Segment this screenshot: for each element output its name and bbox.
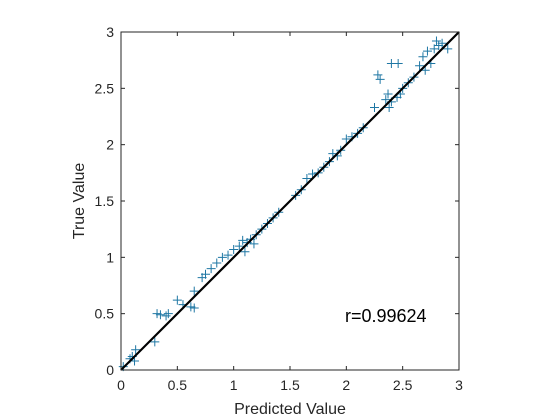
fit-line (120, 31, 460, 371)
data-point (131, 345, 141, 355)
data-point (212, 258, 222, 268)
y-tick-label: 1.5 (95, 193, 115, 209)
data-point (383, 89, 393, 99)
data-point (373, 70, 383, 80)
data-point (189, 286, 199, 296)
data-point (302, 173, 312, 183)
x-tick-label: 1 (230, 377, 238, 393)
data-point (223, 250, 233, 260)
y-tick-label: 0.5 (95, 306, 115, 322)
data-point (370, 102, 379, 112)
data-point (172, 295, 182, 305)
data-point (189, 303, 199, 313)
data-point (206, 264, 216, 274)
x-tick-label: 1.5 (280, 377, 300, 393)
y-tick-label: 2 (106, 137, 114, 153)
data-point (437, 38, 447, 48)
correlation-annotation: r=0.99624 (345, 306, 427, 326)
data-point (234, 241, 244, 251)
data-point (201, 269, 210, 279)
data-point (249, 239, 259, 249)
y-tick-label: 2.5 (95, 80, 115, 96)
data-point (381, 95, 391, 105)
data-point (150, 337, 160, 347)
y-tick-label: 1 (106, 249, 114, 265)
data-point (163, 309, 173, 319)
y-axis-label: True Value (71, 163, 88, 240)
data-point (422, 46, 432, 56)
data-point (443, 44, 453, 54)
data-point (161, 311, 171, 321)
x-tick-label: 0.5 (168, 377, 188, 393)
data-point (393, 59, 403, 69)
plot-area (120, 31, 460, 371)
data-point (384, 102, 394, 112)
data-point (429, 44, 439, 54)
x-axis-label: Predicted Value (234, 401, 346, 418)
y-tick-label: 0 (106, 362, 114, 378)
x-tick-label: 2 (342, 377, 350, 393)
data-point (217, 252, 227, 262)
tick-group: 0 0.5 1 1.5 2 2.5 3 0 0.5 1 1.5 2 2.5 3 (95, 24, 464, 393)
y-tick-label: 3 (106, 24, 114, 40)
data-point (431, 36, 441, 46)
x-tick-label: 3 (455, 377, 463, 393)
data-point (229, 244, 239, 254)
data-point (418, 52, 428, 62)
data-point (238, 235, 248, 245)
data-point (240, 247, 250, 257)
data-point (341, 134, 351, 144)
x-tick-label: 2.5 (393, 377, 413, 393)
data-point (155, 310, 165, 320)
x-tick-label: 0 (117, 377, 125, 393)
data-point (415, 61, 425, 71)
data-point (375, 74, 385, 84)
